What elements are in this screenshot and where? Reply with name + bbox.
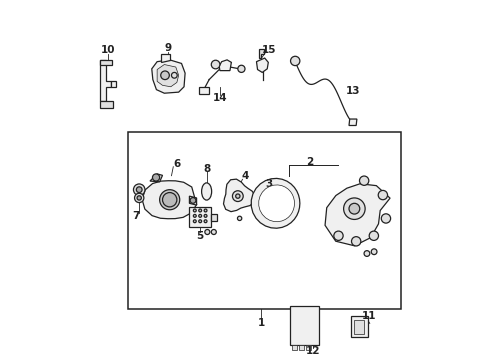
Circle shape xyxy=(199,215,201,217)
Circle shape xyxy=(349,203,360,214)
Polygon shape xyxy=(190,196,196,205)
Text: 3: 3 xyxy=(266,179,272,189)
Polygon shape xyxy=(199,87,209,94)
Text: 12: 12 xyxy=(306,346,320,356)
Circle shape xyxy=(160,190,180,210)
Text: 5: 5 xyxy=(196,231,204,240)
Circle shape xyxy=(232,191,243,202)
Circle shape xyxy=(236,194,240,198)
Circle shape xyxy=(163,193,177,207)
Text: 10: 10 xyxy=(101,45,115,55)
Circle shape xyxy=(190,198,196,203)
Circle shape xyxy=(291,56,300,66)
Bar xyxy=(190,207,211,226)
Circle shape xyxy=(351,237,361,246)
Text: 13: 13 xyxy=(345,86,360,96)
Circle shape xyxy=(199,209,201,212)
Polygon shape xyxy=(157,64,179,87)
Circle shape xyxy=(137,196,141,200)
Polygon shape xyxy=(299,345,304,350)
Circle shape xyxy=(204,220,207,223)
Polygon shape xyxy=(100,60,111,101)
Circle shape xyxy=(343,198,365,220)
Circle shape xyxy=(199,220,201,223)
Polygon shape xyxy=(292,345,297,350)
Circle shape xyxy=(172,72,177,78)
Text: 8: 8 xyxy=(203,163,210,174)
Polygon shape xyxy=(325,184,390,246)
Bar xyxy=(128,132,401,309)
Polygon shape xyxy=(100,101,113,108)
Circle shape xyxy=(194,220,196,223)
Circle shape xyxy=(136,187,142,193)
Circle shape xyxy=(238,216,242,221)
Circle shape xyxy=(371,249,377,255)
Text: 6: 6 xyxy=(173,159,180,169)
Polygon shape xyxy=(349,119,357,126)
Circle shape xyxy=(152,174,160,181)
Text: 2: 2 xyxy=(306,157,313,167)
Polygon shape xyxy=(259,49,264,58)
Circle shape xyxy=(161,71,170,80)
Circle shape xyxy=(194,209,196,212)
Bar xyxy=(354,320,365,334)
Polygon shape xyxy=(219,60,231,71)
Polygon shape xyxy=(111,81,116,87)
Circle shape xyxy=(381,214,391,223)
Circle shape xyxy=(334,231,343,240)
Circle shape xyxy=(205,229,210,234)
Text: 11: 11 xyxy=(362,311,376,321)
Circle shape xyxy=(211,229,216,234)
Circle shape xyxy=(133,184,145,195)
Text: 4: 4 xyxy=(241,171,249,181)
Polygon shape xyxy=(259,185,294,222)
Polygon shape xyxy=(290,306,318,345)
Ellipse shape xyxy=(201,183,212,200)
Text: 15: 15 xyxy=(262,45,277,55)
Circle shape xyxy=(238,65,245,72)
Polygon shape xyxy=(100,60,112,65)
Circle shape xyxy=(360,176,369,185)
Text: 9: 9 xyxy=(164,43,171,53)
Text: 14: 14 xyxy=(213,93,227,103)
Polygon shape xyxy=(211,214,218,221)
Polygon shape xyxy=(251,179,300,228)
Polygon shape xyxy=(256,58,269,72)
Circle shape xyxy=(204,209,207,212)
Polygon shape xyxy=(161,54,170,62)
Polygon shape xyxy=(142,181,196,219)
Circle shape xyxy=(204,215,207,217)
Polygon shape xyxy=(306,345,311,350)
Text: 7: 7 xyxy=(132,211,140,221)
Circle shape xyxy=(135,193,144,203)
Polygon shape xyxy=(152,60,185,93)
Bar xyxy=(351,316,368,337)
Text: 1: 1 xyxy=(258,318,265,328)
Circle shape xyxy=(364,251,370,256)
Circle shape xyxy=(378,190,388,200)
Circle shape xyxy=(194,215,196,217)
Polygon shape xyxy=(223,179,255,212)
Circle shape xyxy=(369,231,378,240)
Polygon shape xyxy=(150,174,163,182)
Circle shape xyxy=(211,60,220,69)
